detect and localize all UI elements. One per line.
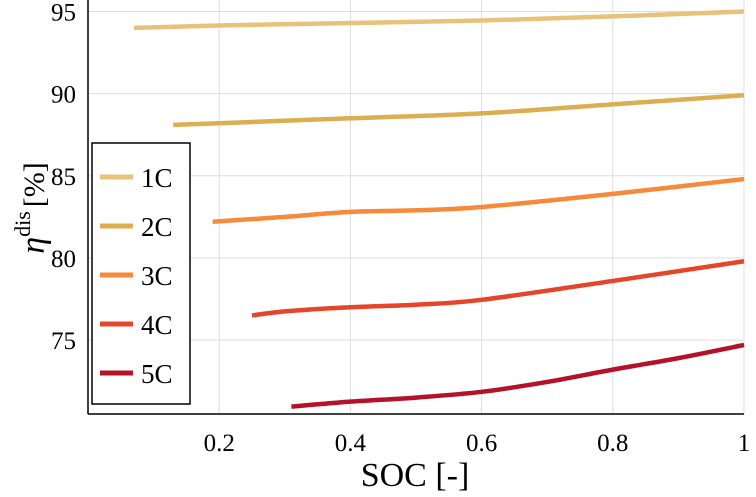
x-tick-label: 0.4 xyxy=(335,430,367,457)
x-tick-label: 0.6 xyxy=(466,430,497,457)
y-tick-label: 90 xyxy=(51,82,76,109)
legend-label-2c: 2C xyxy=(141,212,173,242)
series-line-5c xyxy=(291,342,745,409)
x-tick-label: 1 xyxy=(738,430,751,457)
axes xyxy=(87,0,744,415)
y-axis-superscript: dis xyxy=(10,211,35,237)
series-line-2c xyxy=(173,93,745,128)
y-axis-symbol: η xyxy=(15,237,52,254)
legend-label-3c: 3C xyxy=(141,261,173,291)
x-tick-label: 0.8 xyxy=(597,430,628,457)
y-axis-label: ηdis [%] xyxy=(10,162,52,254)
legend-label-1c: 1C xyxy=(141,163,173,193)
legend-label-4c: 4C xyxy=(141,310,173,340)
legend-label-5c: 5C xyxy=(141,359,173,389)
x-axis-label: SOC [-] xyxy=(361,457,470,494)
grid xyxy=(88,0,745,414)
series-line-3c xyxy=(212,176,745,225)
y-tick-label: 80 xyxy=(51,246,76,273)
y-axis-unit: [%] xyxy=(18,162,51,207)
x-tick-label: 0.2 xyxy=(204,430,235,457)
y-tick-label: 75 xyxy=(51,328,76,355)
legend: 1C 2C 3C 4C 5C xyxy=(91,142,191,405)
series-line-4c xyxy=(251,258,745,318)
tick-labels: 0.2 0.4 0.6 0.8 1 75 80 85 90 95 xyxy=(51,0,750,457)
y-tick-label: 85 xyxy=(51,164,76,191)
series-group xyxy=(133,9,745,409)
y-tick-label: 95 xyxy=(51,0,76,27)
series-line-1c xyxy=(133,9,745,31)
